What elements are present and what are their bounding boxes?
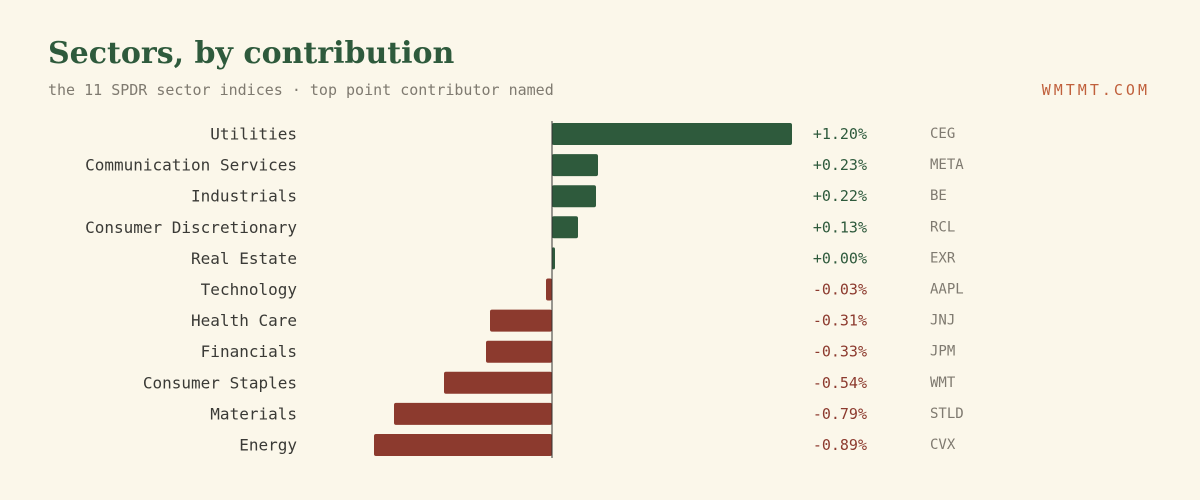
- bar-6: [490, 309, 552, 332]
- bar-7: [486, 340, 552, 363]
- bar-4: [552, 247, 555, 270]
- value-label: +0.13%: [813, 218, 867, 236]
- ticker-label: CEG: [930, 126, 955, 142]
- value-label: +1.20%: [813, 125, 867, 143]
- bars-group: [374, 123, 792, 456]
- category-label: Consumer Discretionary: [85, 218, 297, 237]
- bar-0: [552, 123, 792, 145]
- ticker-label: JPM: [930, 344, 955, 360]
- category-label: Real Estate: [191, 249, 297, 268]
- bar-2: [552, 185, 596, 208]
- category-label: Energy: [239, 436, 297, 455]
- value-label: -0.31%: [813, 312, 867, 330]
- category-label: Health Care: [191, 311, 297, 330]
- value-label: +0.00%: [813, 249, 867, 267]
- value-label: -0.54%: [813, 374, 867, 392]
- value-label: -0.79%: [813, 405, 867, 423]
- ticker-label: META: [930, 157, 964, 173]
- bar-10: [374, 434, 552, 456]
- bar-1: [552, 154, 598, 177]
- bar-9: [394, 402, 552, 425]
- ticker-label: RCL: [930, 219, 955, 235]
- value-label: +0.22%: [813, 187, 867, 205]
- value-label: -0.33%: [813, 343, 867, 361]
- category-label: Industrials: [191, 187, 297, 206]
- ticker-label: CVX: [930, 437, 956, 453]
- bar-5: [546, 278, 552, 301]
- category-label: Financials: [201, 342, 297, 361]
- value-label: +0.23%: [813, 156, 867, 174]
- category-label: Consumer Staples: [143, 373, 297, 392]
- value-label: -0.89%: [813, 436, 867, 454]
- ticker-label: BE: [930, 188, 947, 204]
- brand-label: WMTMT.COM: [1041, 81, 1150, 99]
- labels-group: Utilities +1.20% CEG Communication Services…: [85, 125, 964, 455]
- bar-8: [444, 371, 552, 394]
- ticker-label: EXR: [930, 250, 956, 266]
- ticker-label: STLD: [930, 406, 964, 422]
- ticker-label: JNJ: [930, 313, 955, 329]
- value-label: -0.03%: [813, 281, 867, 299]
- ticker-label: WMT: [930, 375, 956, 391]
- page-title: Sectors, by contribution: [48, 36, 455, 71]
- bar-3: [552, 216, 578, 239]
- page-subtitle: the 11 SPDR sector indices · top point c…: [48, 81, 554, 99]
- category-label: Materials: [210, 404, 297, 423]
- ticker-label: AAPL: [930, 282, 964, 298]
- category-label: Communication Services: [85, 156, 297, 175]
- category-label: Utilities: [210, 125, 297, 144]
- category-label: Technology: [201, 280, 298, 299]
